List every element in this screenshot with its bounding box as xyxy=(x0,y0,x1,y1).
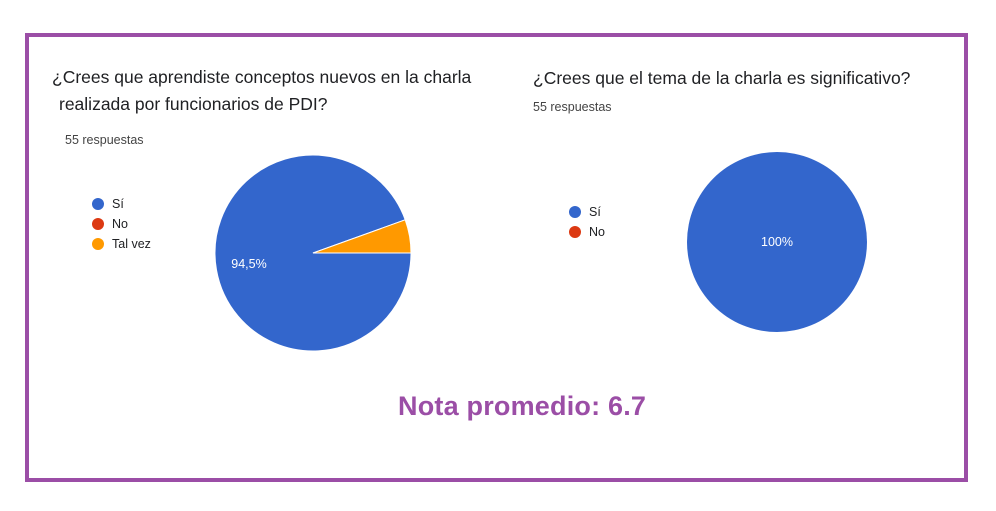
chart2-legend-dot-no xyxy=(569,226,581,238)
nota-promedio: Nota promedio: 6.7 xyxy=(398,391,647,421)
chart1-title: ¿Crees que aprendiste conceptos nuevos e… xyxy=(52,64,492,118)
chart1-legend-dot-si xyxy=(92,198,104,210)
chart2-title: ¿Crees que el tema de la charla es signi… xyxy=(533,68,911,88)
chart2-legend-item-no: No xyxy=(569,222,605,242)
chart2-legend-dot-si xyxy=(569,206,581,218)
chart1-legend-dot-no xyxy=(92,218,104,230)
chart2-legend: Sí No xyxy=(569,202,605,242)
chart1-data-label: 94,5% xyxy=(231,257,266,271)
chart1-response-count: 55 respuestas xyxy=(65,133,144,147)
chart1-title-line1: ¿Crees que aprendiste conceptos nuevos e… xyxy=(52,67,472,87)
chart1-legend-label-no: No xyxy=(112,217,128,231)
chart2-legend-item-si: Sí xyxy=(569,202,605,222)
chart2-pie: 100% xyxy=(687,152,867,332)
chart1-title-line2: realizada por funcionarios de PDI? xyxy=(59,94,328,114)
chart1-legend-item-si: Sí xyxy=(92,194,151,214)
chart2-response-count: 55 respuestas xyxy=(533,100,612,114)
chart2-slice-si xyxy=(687,152,867,332)
chart1-pie: 94,5% xyxy=(214,154,412,352)
chart1-legend-item-tal-vez: Tal vez xyxy=(92,234,151,254)
chart1-legend-label-tal-vez: Tal vez xyxy=(112,237,151,251)
chart1-legend: Sí No Tal vez xyxy=(92,194,151,254)
chart2-legend-label-no: No xyxy=(589,225,605,239)
chart2-data-label: 100% xyxy=(761,235,793,249)
chart1-legend-label-si: Sí xyxy=(112,197,124,211)
chart-frame xyxy=(25,33,968,482)
chart1-slice-tal-vez xyxy=(312,219,412,254)
chart1-legend-item-no: No xyxy=(92,214,151,234)
chart2-legend-label-si: Sí xyxy=(589,205,601,219)
chart1-legend-dot-tal-vez xyxy=(92,238,104,250)
